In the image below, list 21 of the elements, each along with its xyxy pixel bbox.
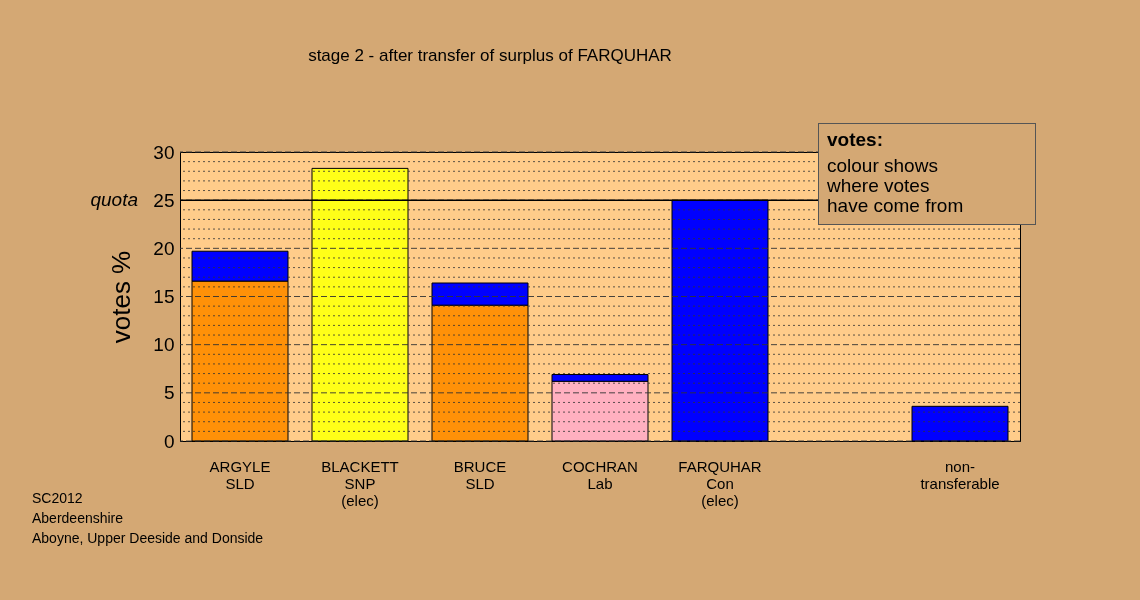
y-tick-label: 25 xyxy=(153,189,175,211)
y-tick-label: 10 xyxy=(153,334,175,356)
x-tick-label: BLACKETT SNP (elec) xyxy=(321,457,399,509)
y-axis-title: votes % xyxy=(106,250,137,344)
chart-title: stage 2 - after transfer of surplus of FARQUHAR xyxy=(308,46,672,65)
annotation: colour shows where votes have come from xyxy=(827,155,965,216)
y-tick-label: 5 xyxy=(163,382,175,404)
ref-line-label: quota xyxy=(90,189,138,211)
text: Aboyne, Upper Deeside and Donside xyxy=(32,529,264,548)
y-tick-label: 30 xyxy=(153,141,175,163)
x-tick-label: non- transferable xyxy=(920,457,1000,492)
x-tick-label: FARQUHAR Con (elec) xyxy=(678,457,762,509)
y-tick-label: 0 xyxy=(163,430,175,452)
note-box: votes: colour shows where votes have come from xyxy=(818,123,1036,225)
x-tick-label: BRUCE SLD xyxy=(453,457,507,492)
x-tick-label: COCHRAN Lab xyxy=(562,457,638,492)
y-tick-label: 15 xyxy=(153,286,175,307)
x-tick-label: ARGYLE SLD xyxy=(209,457,271,492)
text: Aberdeenshire xyxy=(32,509,125,528)
y-tick-label: 20 xyxy=(153,237,175,259)
text: SC2012 xyxy=(32,490,83,506)
